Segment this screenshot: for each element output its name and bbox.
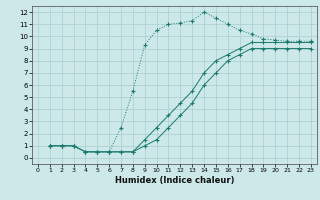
X-axis label: Humidex (Indice chaleur): Humidex (Indice chaleur) (115, 176, 234, 185)
